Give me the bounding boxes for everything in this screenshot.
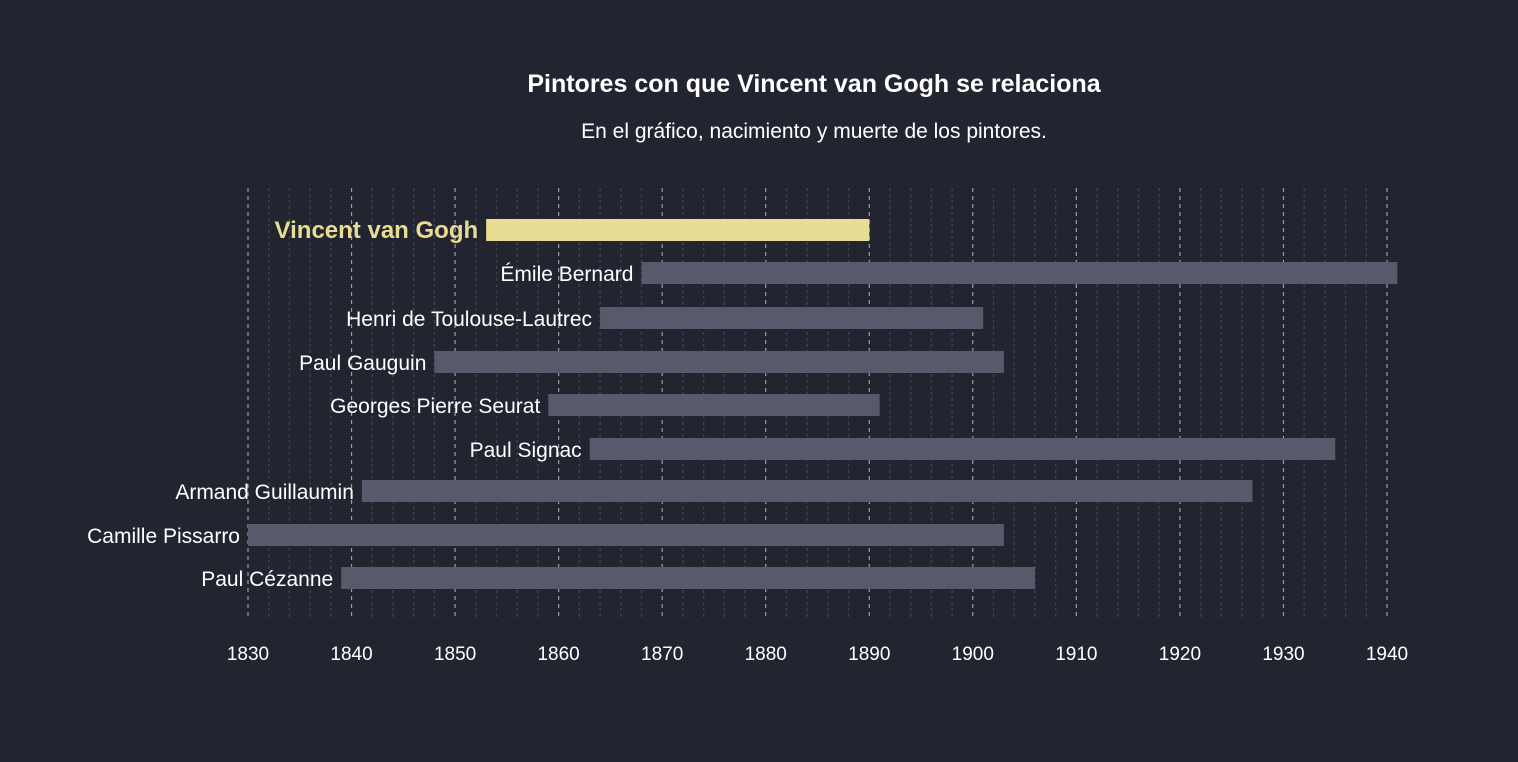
bar-paul-c-zanne (341, 567, 1035, 589)
x-tick-label: 1850 (434, 644, 476, 665)
bar-vincent-van-gogh (486, 219, 870, 241)
bar-label: Paul Signac (470, 439, 582, 462)
x-tick-label: 1860 (537, 644, 579, 665)
bar-camille-pissarro (248, 524, 1004, 546)
bar-label: Henri de Toulouse-Lautrec (346, 308, 592, 331)
x-axis-ticks: 1830 1840 1850 1860 1870 1880 1890 1900 1910 1920… (227, 644, 1408, 665)
bar-henri-de-toulouse-lautrec (600, 307, 984, 329)
bars-layer (248, 219, 1398, 589)
grid-layer (247, 188, 1388, 620)
bar-label: Paul Gauguin (299, 352, 426, 375)
x-tick-label: 1920 (1159, 644, 1201, 665)
bar-label: Émile Bernard (500, 263, 633, 286)
bar-armand-guillaumin (361, 480, 1253, 502)
bar-label: Camille Pissarro (87, 525, 240, 548)
x-tick-label: 1900 (952, 644, 994, 665)
x-tick-label: 1830 (227, 644, 269, 665)
bar-paul-signac (589, 438, 1336, 460)
x-tick-label: 1940 (1366, 644, 1408, 665)
bar-label: Georges Pierre Seurat (330, 395, 540, 418)
bar-georges-pierre-seurat (548, 394, 880, 416)
x-tick-label: 1880 (745, 644, 787, 665)
x-tick-label: 1910 (1055, 644, 1097, 665)
x-tick-label: 1840 (330, 644, 372, 665)
x-tick-label: 1930 (1262, 644, 1304, 665)
bar-paul-gauguin (434, 351, 1004, 373)
labels-layer: Vincent van Gogh Émile Bernard Henri de To… (87, 217, 633, 591)
bar-label: Paul Cézanne (201, 568, 333, 591)
x-tick-label: 1890 (848, 644, 890, 665)
chart-subtitle: En el gráfico, nacimiento y muerte de lo… (581, 120, 1047, 143)
bar-label: Vincent van Gogh (275, 217, 479, 244)
bar-label: Armand Guillaumin (175, 481, 354, 504)
bar--mile-bernard (641, 262, 1398, 284)
chart-title: Pintores con que Vincent van Gogh se rel… (527, 70, 1101, 98)
x-tick-label: 1870 (641, 644, 683, 665)
